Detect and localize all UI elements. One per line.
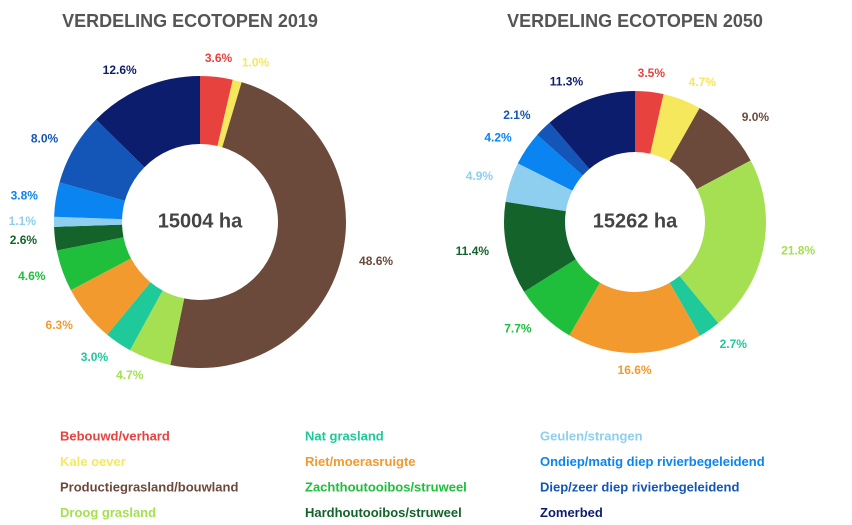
donut-slice bbox=[56, 237, 132, 291]
value-label: 1.0% bbox=[242, 56, 270, 70]
donut-slice bbox=[669, 108, 751, 190]
donut-slice bbox=[524, 259, 600, 336]
value-label: 21.8% bbox=[781, 243, 815, 257]
legend-entry: Ondiep/matig diep rivierbegeleidend bbox=[540, 454, 765, 469]
value-label: 4.7% bbox=[689, 75, 717, 89]
donut-slice bbox=[54, 224, 124, 251]
legend-entry: Diep/zeer diep rivierbegeleidend bbox=[540, 479, 739, 494]
legend-entry: Kale oever bbox=[60, 454, 126, 469]
donut-slice bbox=[505, 163, 573, 212]
legend-entry: Productiegrasland/bouwland bbox=[60, 479, 238, 494]
legend-entry: Riet/moerasruigte bbox=[305, 454, 416, 469]
donut-slice bbox=[70, 258, 151, 335]
chart-title: VERDELING ECOTOPEN 2019 bbox=[62, 11, 318, 31]
value-label: 9.0% bbox=[742, 110, 770, 124]
value-label: 2.7% bbox=[720, 337, 748, 351]
legend-entry: Hardhoutooibos/struweel bbox=[305, 505, 462, 520]
value-label: 4.6% bbox=[18, 269, 46, 283]
value-label: 2.6% bbox=[10, 233, 38, 247]
value-label: 1.1% bbox=[9, 214, 37, 228]
legend-entry: Zomerbed bbox=[540, 505, 603, 520]
legend-entry: Zachthoutooibos/struweel bbox=[305, 479, 467, 494]
chart-title: VERDELING ECOTOPEN 2050 bbox=[507, 11, 763, 31]
donut-slice bbox=[669, 276, 719, 336]
donut-slice bbox=[569, 282, 700, 353]
legend-entry: Bebouwd/verhard bbox=[60, 428, 170, 443]
donut-slice bbox=[59, 119, 145, 201]
value-label: 2.1% bbox=[503, 108, 531, 122]
donut-slice bbox=[130, 290, 185, 365]
legend-entry: Nat grasland bbox=[305, 428, 384, 443]
value-label: 7.7% bbox=[504, 321, 532, 335]
value-label: 11.3% bbox=[550, 74, 584, 88]
value-label: 3.5% bbox=[638, 66, 666, 80]
donut-slice bbox=[537, 122, 590, 176]
donut-slice bbox=[54, 216, 123, 227]
donut-slice bbox=[170, 82, 347, 369]
value-label: 4.9% bbox=[466, 169, 494, 183]
legend-entry: Geulen/strangen bbox=[540, 428, 643, 443]
donut-slice bbox=[650, 94, 700, 162]
donut-slice bbox=[200, 76, 233, 146]
value-label: 12.6% bbox=[103, 63, 137, 77]
value-label: 3.8% bbox=[11, 189, 39, 203]
value-label: 16.6% bbox=[618, 363, 652, 377]
value-label: 4.2% bbox=[484, 131, 512, 145]
donut-slice bbox=[54, 182, 125, 220]
value-label: 4.7% bbox=[116, 368, 144, 382]
value-label: 48.6% bbox=[359, 254, 393, 268]
value-label: 3.0% bbox=[81, 350, 109, 364]
value-label: 11.4% bbox=[456, 244, 490, 258]
center-label: 15004 ha bbox=[158, 210, 243, 232]
value-label: 6.3% bbox=[46, 318, 74, 332]
legend-entry: Droog grasland bbox=[60, 505, 156, 520]
donut-slice bbox=[549, 91, 635, 169]
donut-slice bbox=[517, 134, 583, 191]
donut-slice bbox=[504, 201, 576, 292]
value-label: 8.0% bbox=[31, 132, 59, 146]
donut-slice bbox=[635, 91, 664, 154]
donut-slice bbox=[217, 79, 242, 148]
center-label: 15262 ha bbox=[593, 210, 678, 232]
donut-slice bbox=[107, 282, 163, 351]
donut-slice bbox=[96, 76, 200, 168]
donut-slice bbox=[679, 160, 766, 324]
value-label: 3.6% bbox=[205, 51, 233, 65]
